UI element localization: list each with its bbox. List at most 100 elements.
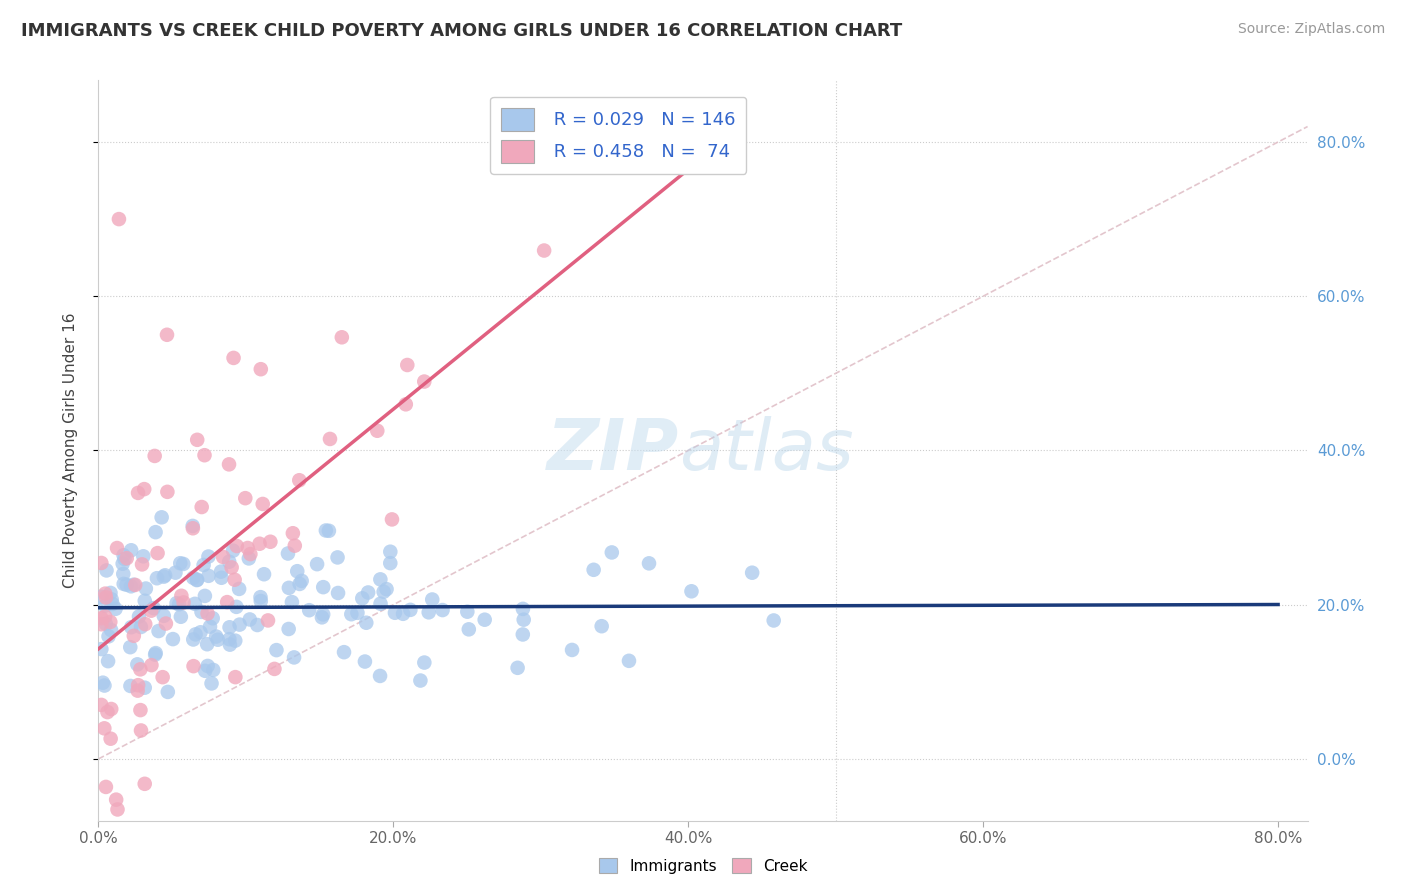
- Point: [239, 547, 262, 561]
- Point: [122, 629, 145, 643]
- Point: [218, 632, 240, 647]
- Point: [330, 330, 353, 344]
- Point: [184, 597, 207, 611]
- Point: [128, 609, 150, 624]
- Point: [101, 597, 124, 611]
- Point: [617, 654, 640, 668]
- Point: [281, 526, 304, 541]
- Point: [253, 567, 276, 582]
- Point: [181, 632, 204, 647]
- Point: [134, 681, 156, 695]
- Point: [224, 633, 246, 648]
- Point: [93, 722, 115, 736]
- Point: [129, 703, 152, 717]
- Point: [474, 613, 496, 627]
- Point: [122, 578, 145, 592]
- Point: [205, 630, 228, 644]
- Point: [239, 612, 262, 626]
- Point: [218, 620, 240, 634]
- Point: [512, 613, 534, 627]
- Point: [457, 623, 479, 637]
- Point: [218, 555, 240, 569]
- Point: [129, 620, 152, 634]
- Point: [190, 605, 212, 619]
- Point: [207, 632, 229, 647]
- Point: [340, 607, 363, 622]
- Point: [120, 640, 142, 655]
- Point: [115, 578, 138, 592]
- Point: [373, 584, 395, 599]
- Point: [638, 557, 661, 571]
- Point: [198, 620, 221, 634]
- Point: [94, 780, 117, 794]
- Point: [399, 603, 422, 617]
- Point: [181, 519, 204, 533]
- Point: [291, 574, 314, 588]
- Point: [252, 497, 274, 511]
- Point: [173, 595, 195, 609]
- Point: [143, 648, 166, 662]
- Point: [197, 659, 219, 673]
- Point: [561, 643, 583, 657]
- Point: [202, 663, 225, 677]
- Point: [257, 614, 280, 628]
- Point: [141, 658, 163, 673]
- Point: [129, 723, 152, 738]
- Point: [533, 244, 555, 258]
- Point: [131, 558, 153, 572]
- Point: [120, 579, 142, 593]
- Point: [219, 638, 242, 652]
- Point: [127, 657, 149, 672]
- Point: [370, 573, 392, 587]
- Point: [155, 616, 177, 631]
- Point: [506, 661, 529, 675]
- Point: [120, 679, 142, 693]
- Point: [212, 549, 235, 564]
- Point: [283, 650, 305, 665]
- Point: [120, 620, 142, 634]
- Point: [94, 587, 117, 601]
- Point: [395, 397, 418, 411]
- Point: [100, 586, 122, 600]
- Text: Source: ZipAtlas.com: Source: ZipAtlas.com: [1237, 22, 1385, 37]
- Point: [600, 545, 623, 559]
- Point: [197, 549, 219, 564]
- Point: [190, 625, 212, 640]
- Point: [141, 604, 163, 618]
- Point: [249, 590, 271, 604]
- Point: [114, 552, 136, 566]
- Point: [134, 617, 156, 632]
- Point: [115, 551, 138, 566]
- Point: [228, 617, 250, 632]
- Point: [111, 557, 134, 571]
- Point: [195, 637, 218, 651]
- Point: [170, 609, 193, 624]
- Point: [762, 614, 785, 628]
- Point: [249, 362, 271, 376]
- Point: [209, 565, 232, 579]
- Point: [246, 618, 269, 632]
- Point: [112, 577, 135, 591]
- Point: [132, 549, 155, 564]
- Point: [375, 582, 398, 596]
- Point: [181, 571, 204, 585]
- Point: [134, 777, 156, 791]
- Point: [184, 627, 207, 641]
- Point: [134, 594, 156, 608]
- Point: [200, 676, 222, 690]
- Point: [366, 424, 388, 438]
- Point: [591, 619, 613, 633]
- Point: [97, 629, 120, 643]
- Point: [167, 597, 190, 611]
- Point: [112, 566, 135, 581]
- Point: [384, 606, 406, 620]
- Point: [104, 602, 127, 616]
- Point: [124, 578, 146, 592]
- Point: [396, 358, 419, 372]
- Point: [183, 659, 205, 673]
- Point: [197, 607, 219, 621]
- Point: [127, 678, 149, 692]
- Point: [211, 571, 233, 585]
- Point: [193, 448, 215, 462]
- Point: [277, 581, 299, 595]
